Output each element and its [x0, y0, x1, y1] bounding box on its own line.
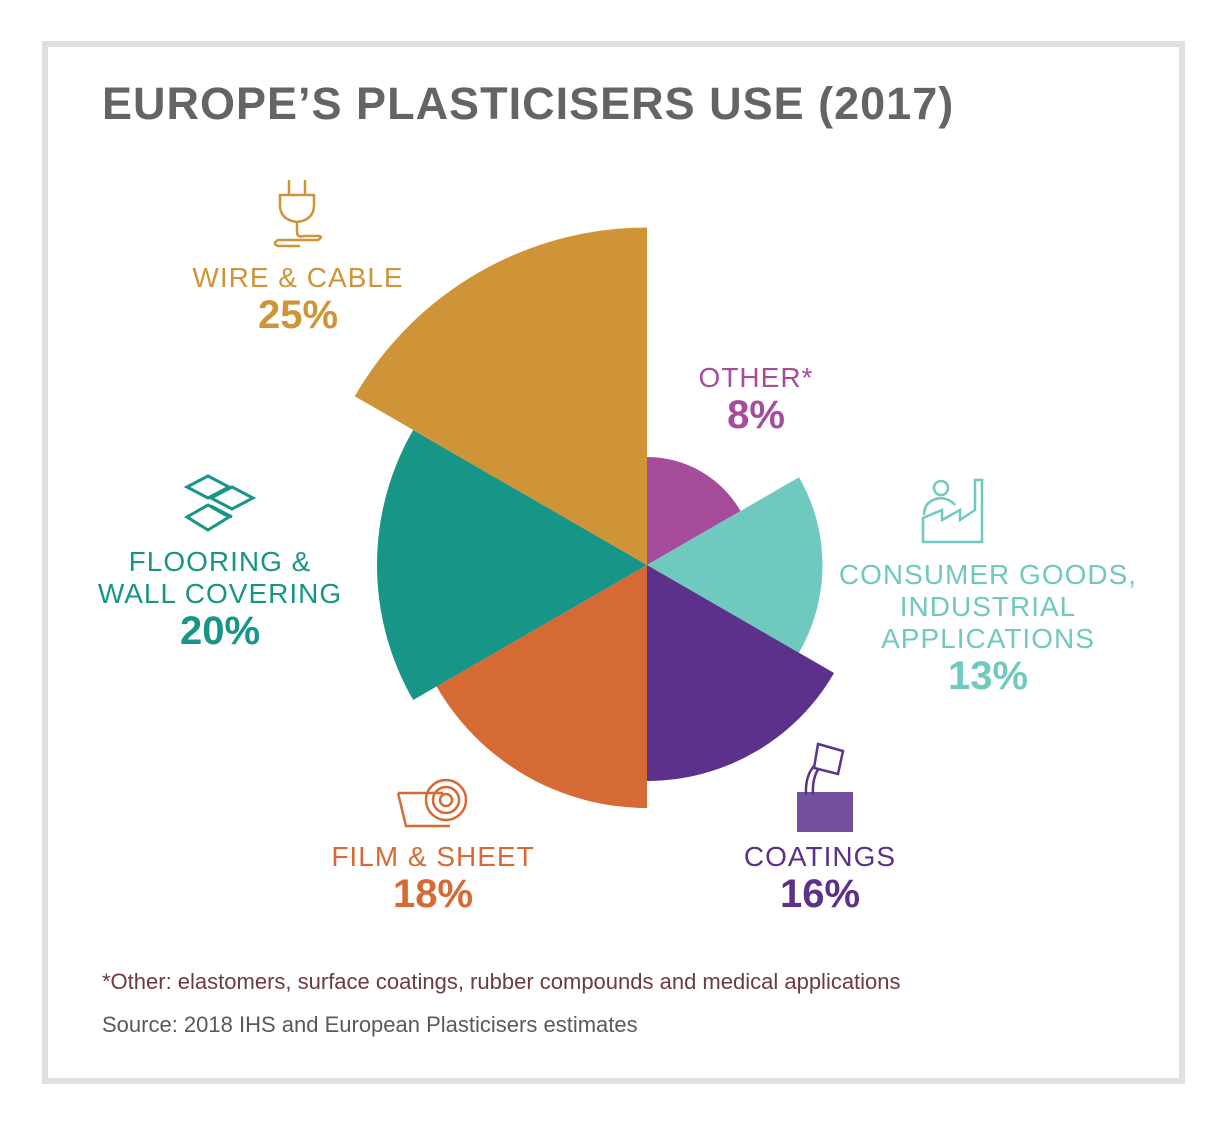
slice-label-line: FLOORING & [128, 546, 312, 577]
slice-label: OTHER* [698, 362, 814, 393]
label-film-sheet: FILM & SHEET 18% [331, 841, 534, 915]
slice-label-line: APPLICATIONS [881, 623, 1095, 654]
wedge-other [647, 457, 741, 565]
wedge-flooring-wall-covering [377, 430, 647, 700]
slice-label-line: INDUSTRIAL [899, 591, 1077, 622]
label-consumer-goods: CONSUMER GOODS, INDUSTRIAL APPLICATIONS … [839, 559, 1137, 697]
wedge-coatings [647, 565, 835, 781]
label-coatings: COATINGS 16% [744, 841, 896, 915]
tiles-icon [183, 474, 257, 532]
slice-value: 8% [727, 393, 785, 437]
wedge-consumer-goods-industrial-applications [647, 477, 823, 653]
paint-pour-icon [804, 742, 845, 796]
wedge-wire-cable [354, 227, 647, 565]
slice-label-line: CONSUMER GOODS, [838, 559, 1138, 590]
paint-pour-texture [797, 792, 853, 832]
chart-title: EUROPE’S PLASTICISERS USE (2017) [102, 78, 955, 129]
film-roll-icon [396, 778, 468, 828]
slice-value: 20% [179, 609, 261, 653]
slice-label: COATINGS [743, 841, 897, 872]
slice-value: 16% [779, 872, 861, 916]
label-other: OTHER* 8% [699, 362, 814, 436]
source-note: Source: 2018 IHS and European Plasticise… [102, 1012, 638, 1037]
slice-value: 18% [392, 872, 474, 916]
person-factory-icon [921, 478, 984, 544]
label-flooring: FLOORING & WALL COVERING 20% [98, 546, 342, 652]
slice-value: 13% [947, 654, 1029, 698]
wedge-film-sheet [436, 565, 647, 808]
plug-icon [273, 180, 323, 248]
slice-label: FILM & SHEET [331, 841, 535, 872]
chart-frame [42, 41, 1185, 1084]
slice-label-line: WALL COVERING [97, 578, 343, 609]
slice-value: 25% [257, 293, 339, 337]
slice-label: WIRE & CABLE [192, 262, 404, 293]
label-wire-cable: WIRE & CABLE 25% [192, 262, 403, 336]
footnote: *Other: elastomers, surface coatings, ru… [102, 969, 901, 994]
